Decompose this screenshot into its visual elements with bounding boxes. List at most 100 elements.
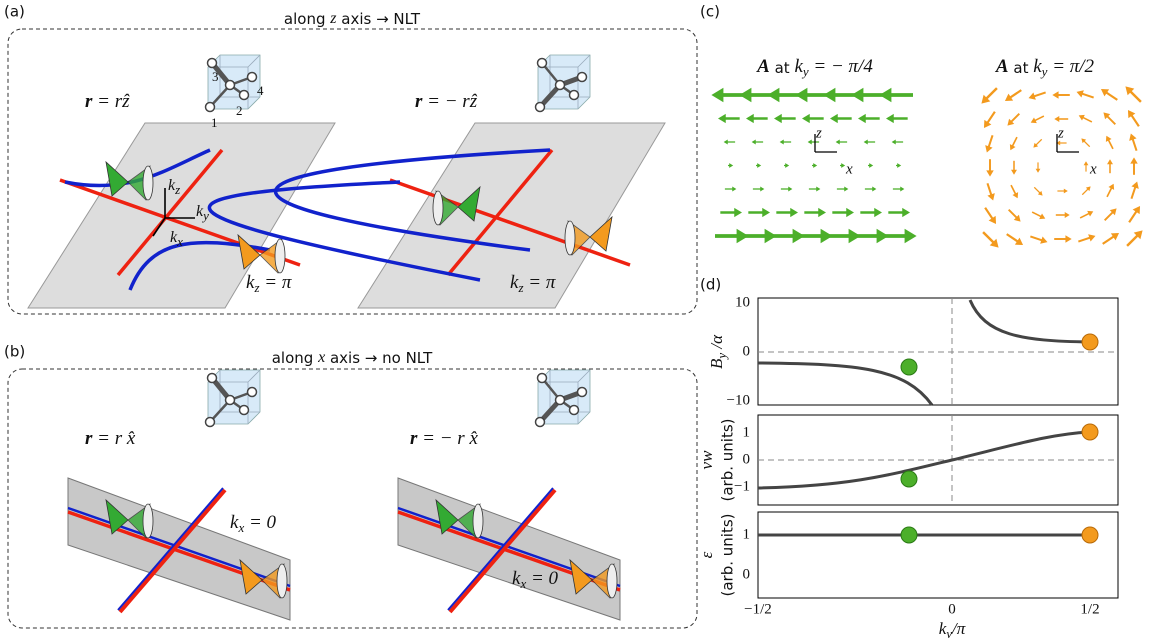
marker-orange	[1082, 527, 1098, 543]
arrow-head	[739, 88, 751, 102]
arrow-head	[1065, 235, 1071, 242]
cone-cap	[143, 166, 153, 200]
vector: A	[995, 56, 1009, 77]
atom	[578, 388, 587, 397]
word: at	[770, 59, 795, 77]
atom	[206, 418, 215, 427]
field-arrow	[983, 232, 999, 248]
arrow-head	[1011, 170, 1017, 175]
arrow-head	[729, 163, 733, 168]
field-arrow	[868, 163, 873, 168]
field-arrow	[1105, 208, 1117, 220]
cone-cap	[565, 221, 575, 255]
field-arrow	[748, 208, 770, 217]
lattice-cube	[536, 370, 591, 427]
field-arrow	[1129, 134, 1136, 151]
sub: y	[201, 208, 209, 223]
arrow-head	[774, 114, 782, 123]
cone-cap	[433, 191, 443, 225]
expr: = 0	[244, 512, 276, 533]
plane-label: kx = 0	[230, 512, 277, 535]
field-arrow	[802, 114, 824, 123]
arrow-head	[746, 114, 754, 123]
field-arrow	[1032, 212, 1045, 219]
arrow-head	[986, 170, 993, 176]
arrow-head	[902, 208, 910, 217]
field-arrow	[725, 187, 736, 192]
atom	[226, 81, 235, 90]
field-arrow	[984, 112, 995, 128]
field-arrow	[865, 187, 876, 192]
field-arrow	[836, 140, 847, 145]
arrow-head	[858, 114, 866, 123]
cone-cap	[275, 239, 285, 273]
y-tick-label: 1	[743, 526, 751, 542]
field-arrow	[780, 140, 791, 145]
field-arrow	[812, 163, 817, 168]
field-arrow	[1103, 233, 1119, 244]
field-arrow	[1033, 139, 1041, 147]
position-label: r = − r x̂	[410, 428, 478, 449]
field-arrow	[1078, 234, 1095, 241]
field-arrow	[1057, 189, 1067, 194]
atom	[578, 73, 587, 82]
field-arrow	[1081, 138, 1089, 146]
arrow-head	[767, 88, 779, 102]
atom	[556, 396, 565, 405]
lattice-cube	[206, 370, 261, 427]
plane-label: kx = 0	[512, 568, 559, 591]
field-arrow	[892, 140, 903, 145]
field-arrow	[746, 114, 768, 123]
site-label: 1	[211, 115, 218, 130]
field-arrow	[986, 159, 993, 176]
axis-label: z	[1057, 125, 1064, 141]
arrow-head	[1054, 116, 1059, 122]
field-arrow	[1029, 92, 1046, 99]
site-label: 2	[236, 103, 243, 118]
arrow-head	[734, 208, 742, 217]
y-tick-label: 0	[743, 566, 751, 582]
field-arrow	[1107, 159, 1113, 173]
field-arrow	[864, 140, 875, 145]
sub: z	[174, 182, 180, 197]
arrow-head	[844, 187, 848, 192]
site-label: 3	[212, 69, 219, 84]
field-arrow	[883, 229, 917, 243]
title-part: axis → no NLT	[325, 349, 433, 367]
axis-label: x	[1089, 161, 1097, 177]
field-arrow	[1130, 157, 1137, 174]
panel-label: (d)	[700, 276, 721, 294]
cone-cap	[143, 504, 153, 538]
field-arrow	[1056, 212, 1070, 218]
field-arrow	[888, 208, 910, 217]
field-arrow	[1009, 210, 1021, 222]
x-label: ky/π	[939, 619, 966, 638]
y-label: vw	[697, 450, 716, 470]
arrow-head	[905, 229, 917, 243]
arrow-head	[872, 187, 876, 192]
arrow-head	[836, 140, 840, 145]
field-arrow	[985, 208, 996, 224]
atom	[536, 418, 545, 427]
expr: = − r x̂	[417, 428, 478, 449]
arrow-head	[1064, 189, 1068, 194]
field-arrow	[781, 187, 792, 192]
field-arrow	[1007, 114, 1019, 126]
arrow-head	[1036, 169, 1041, 173]
field-arrow	[832, 208, 854, 217]
expr: = − π/4	[809, 56, 874, 77]
atom	[538, 59, 547, 68]
arrow-head	[780, 140, 784, 145]
marker-green	[901, 527, 917, 543]
vector: A	[756, 56, 770, 77]
title-var: x	[317, 349, 325, 366]
y-label-unit: (arb. units)	[719, 514, 737, 597]
field-arrow	[1052, 91, 1069, 98]
field-arrow	[879, 88, 913, 102]
arrow-head	[813, 163, 817, 168]
arrow-head	[795, 88, 807, 102]
arrow-head	[718, 114, 726, 123]
plane-label: kz = π	[510, 272, 556, 295]
arrow-head	[785, 163, 789, 168]
field-arrow	[1084, 161, 1089, 171]
